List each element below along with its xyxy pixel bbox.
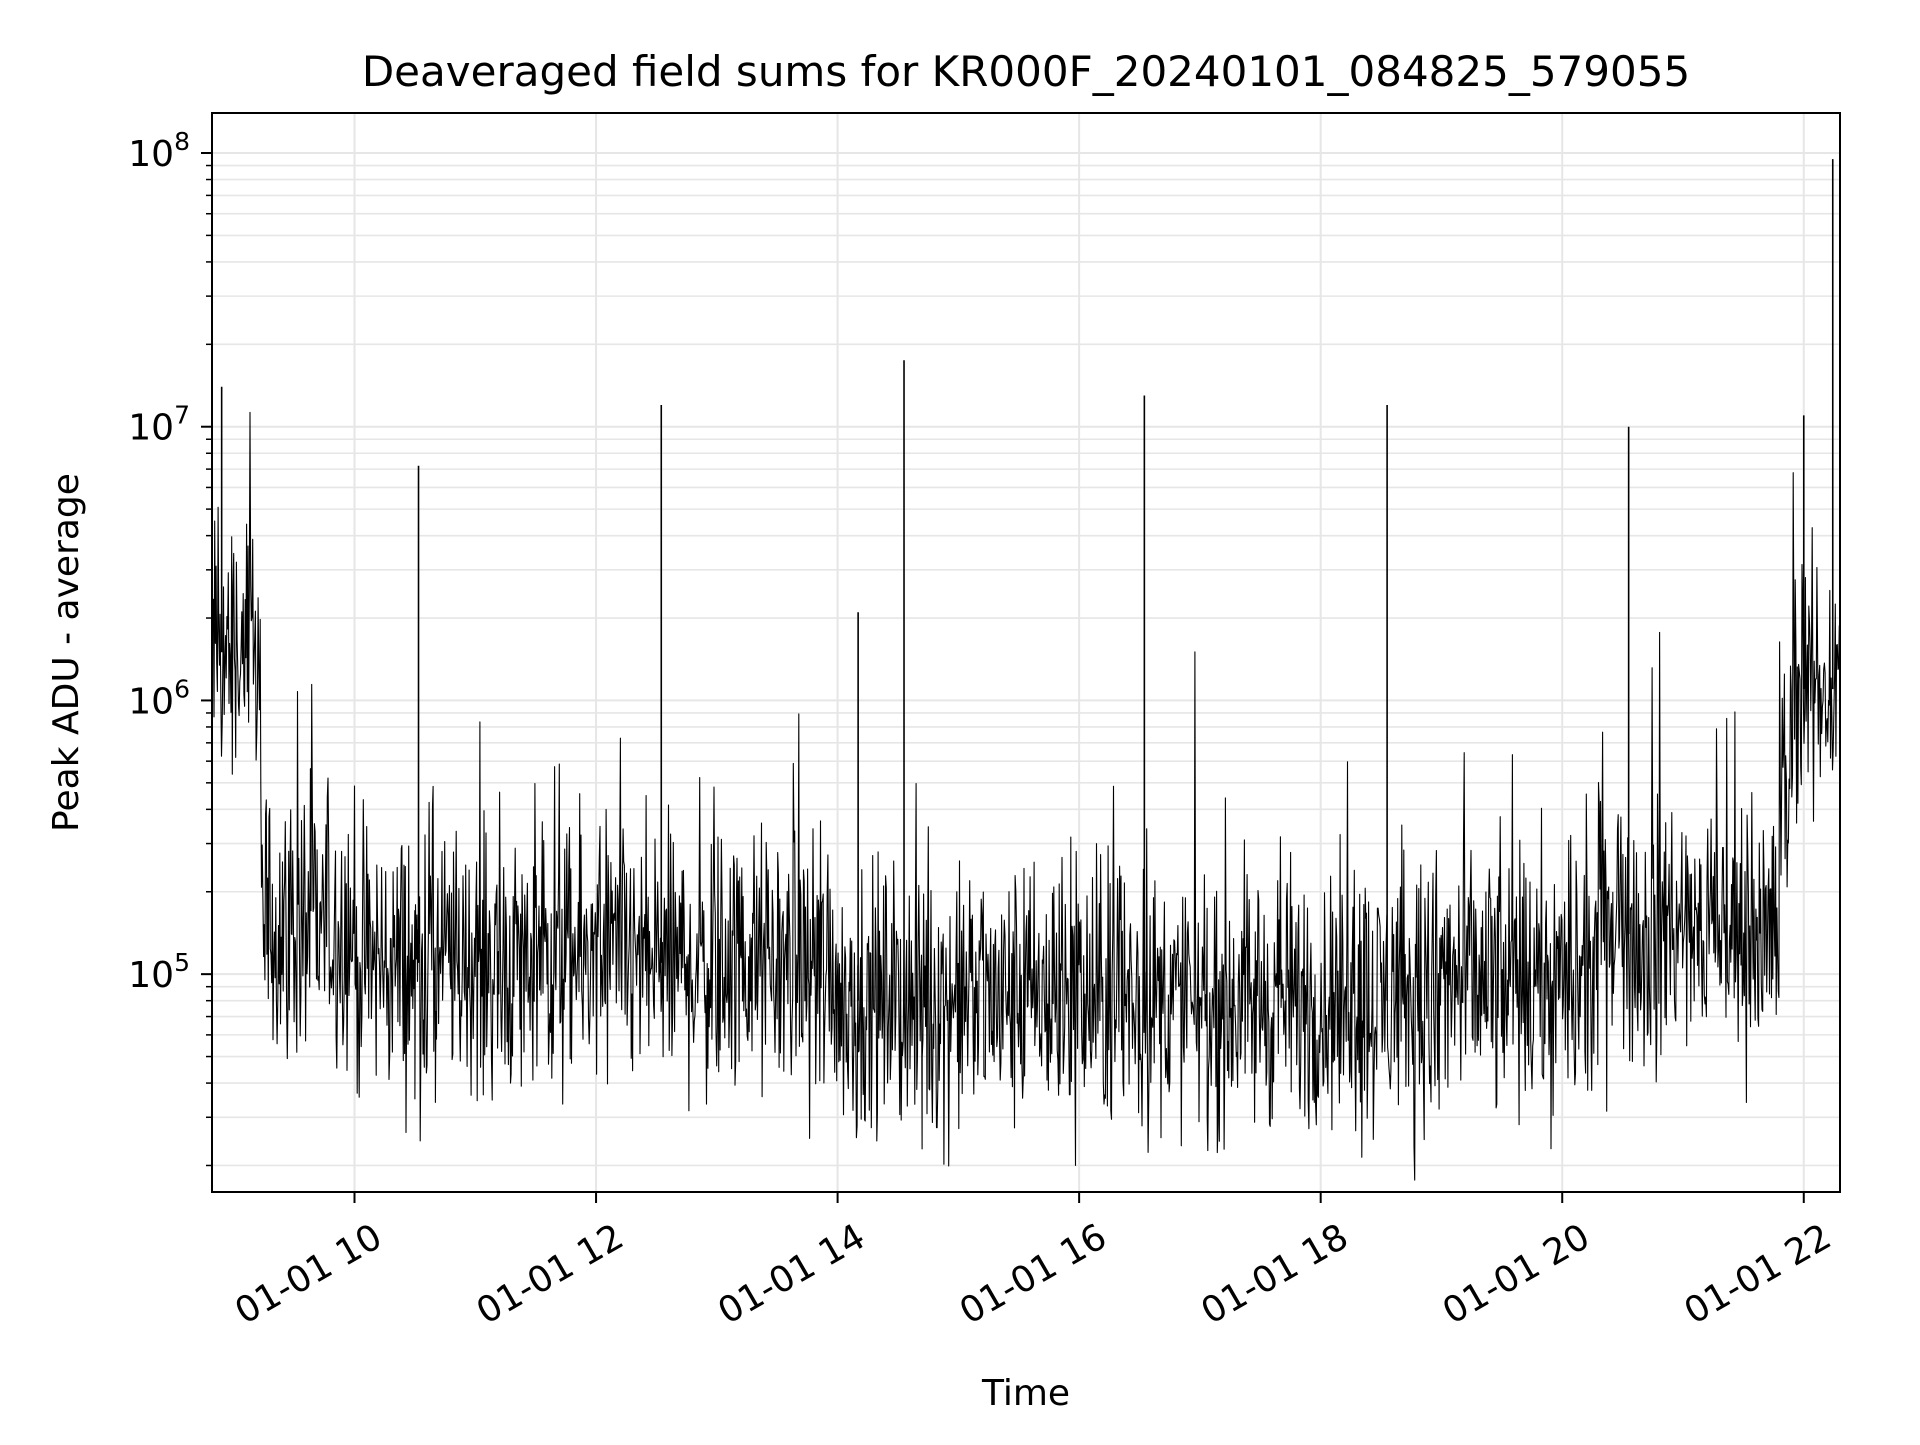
- y-axis-label: Peak ADU - average: [46, 473, 87, 832]
- series-layer: [211, 159, 1841, 1181]
- x-axis-label: Time: [981, 1373, 1070, 1414]
- y-tick-label: 108: [128, 127, 190, 175]
- y-tick-label: 106: [128, 674, 190, 722]
- y-tick-label: 107: [128, 401, 190, 449]
- series-line: [211, 411, 1841, 1181]
- plot-frame: [211, 112, 1841, 1193]
- y-tick-label: 105: [128, 948, 190, 996]
- chart-title: Deaveraged field sums for KR000F_2024010…: [362, 47, 1690, 96]
